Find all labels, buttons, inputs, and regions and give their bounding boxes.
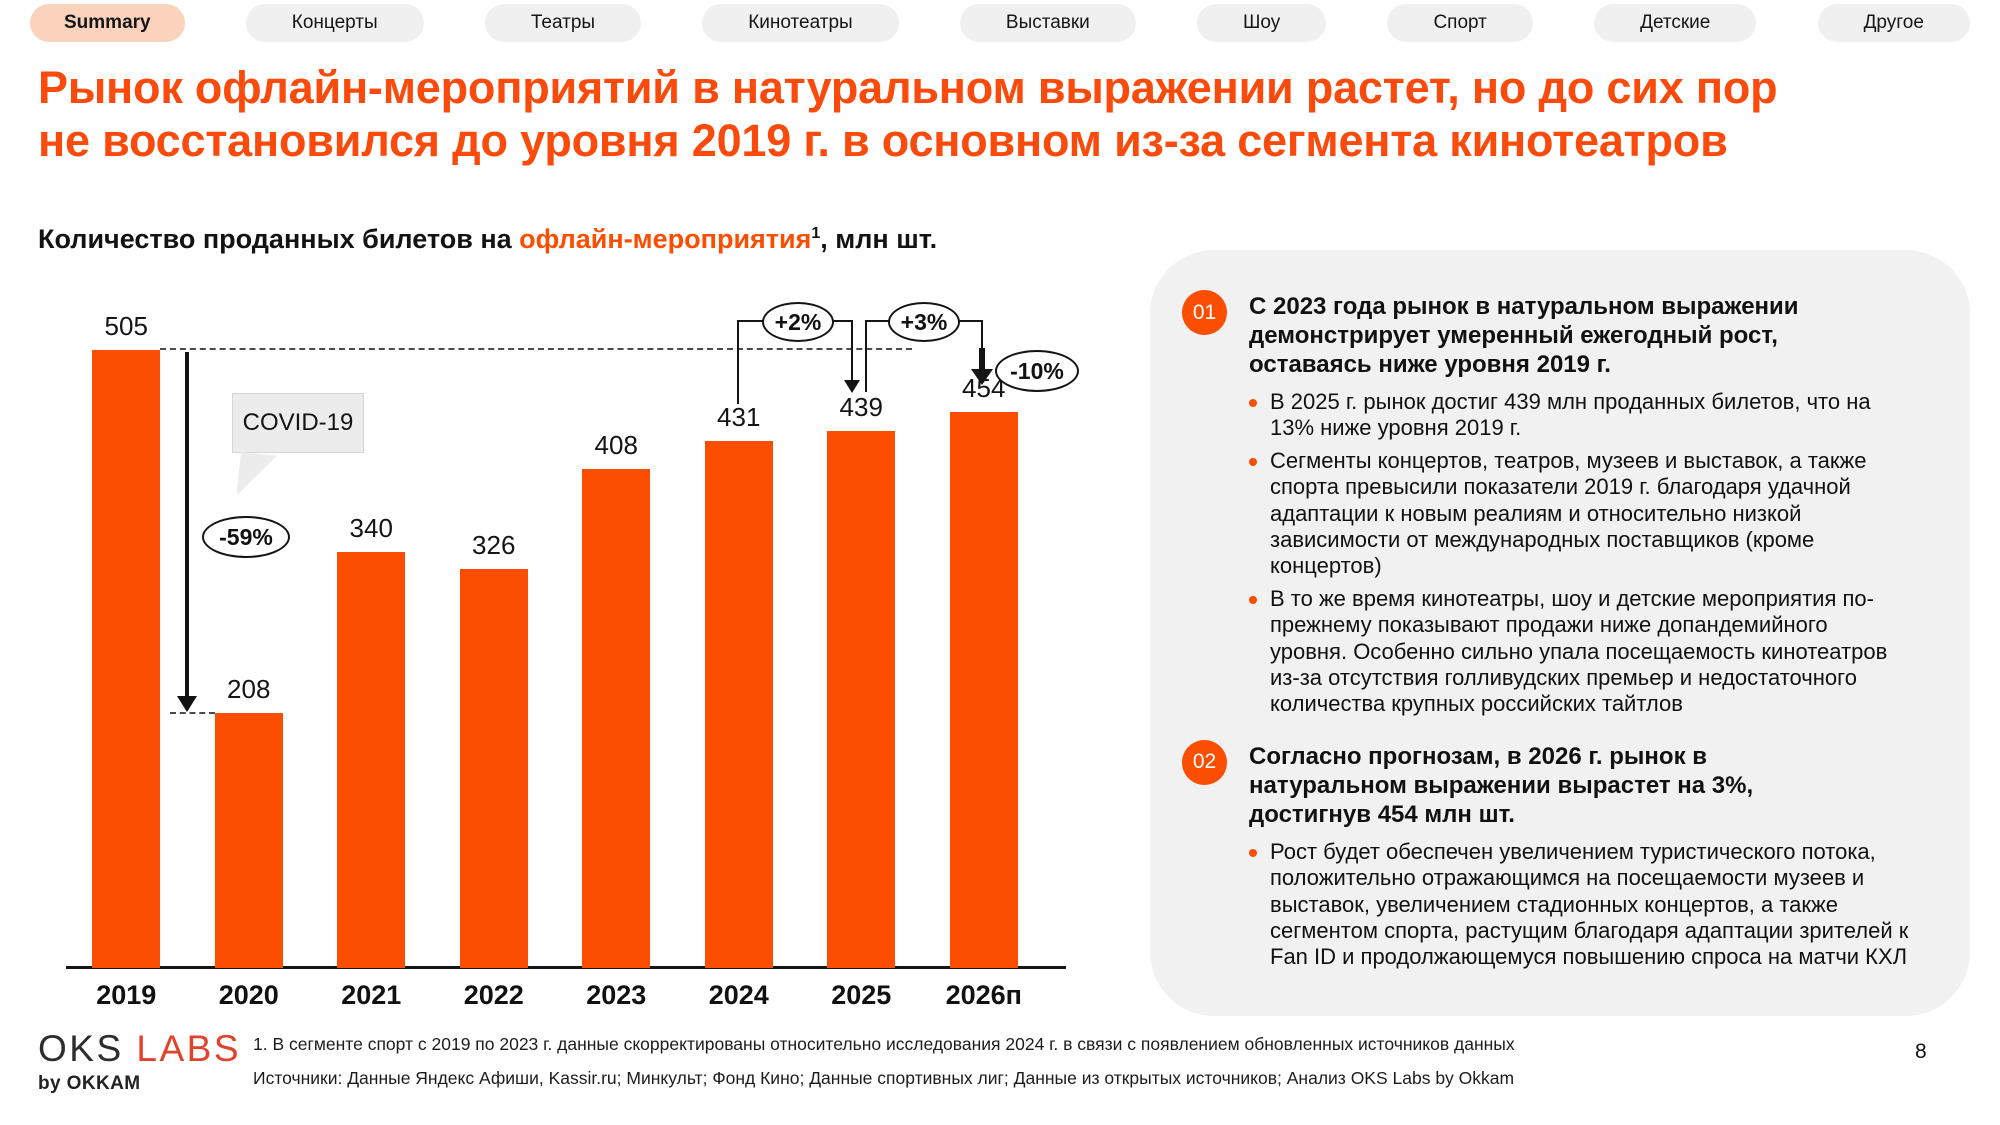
- growth-2025-bracket-left: [737, 320, 739, 404]
- covid-callout: COVID-19: [232, 393, 364, 500]
- growth-2026-bracket-left: [865, 320, 867, 392]
- chart-heading: Количество проданных билетов на офлайн-м…: [38, 224, 937, 255]
- vs-2019-arrow: [971, 348, 993, 385]
- reference-tick-2020-level: [170, 712, 215, 714]
- footnote: 1. В сегменте спорт с 2019 по 2023 г. да…: [253, 1034, 1515, 1054]
- x-axis-label-2025: 2025: [831, 980, 892, 1010]
- bar-2022: [459, 569, 528, 968]
- tab-kids[interactable]: Детские: [1594, 4, 1757, 42]
- chart-heading-highlight: офлайн-мероприятия: [519, 224, 812, 254]
- oks-labs-logo: OKS LABS by OKKAM: [38, 1028, 241, 1095]
- tab-exhibitions[interactable]: Выставки: [959, 4, 1136, 42]
- covid-callout-tail: [236, 452, 277, 500]
- bullet-text: В то же время кинотеатры, шоу и детские …: [1270, 585, 1888, 717]
- page-number: 8: [1915, 1040, 1927, 1063]
- tab-theaters[interactable]: Театры: [484, 4, 642, 42]
- logo-byline: by OKKAM: [38, 1073, 141, 1094]
- bullet-dot: [1249, 457, 1257, 466]
- bar-column-2020: 208: [188, 260, 311, 968]
- tab-concerts[interactable]: Концерты: [245, 4, 424, 42]
- bar-column-2019: 505: [65, 260, 188, 968]
- bullet-text: В 2025 г. рынок достиг 439 млн проданных…: [1270, 389, 1871, 441]
- tab-sport[interactable]: Спорт: [1387, 4, 1533, 42]
- sources-line: Источники: Данные Яндекс Афиши, Kassir.r…: [253, 1068, 1515, 1088]
- insight-02: 02 Согласно прогнозам, в 2026 г. рынок в …: [1182, 736, 1926, 977]
- logo-labs: LABS: [136, 1028, 242, 1069]
- x-axis-label-2022: 2022: [463, 980, 524, 1010]
- bar-2023: [582, 469, 651, 968]
- bar-value-label: 340: [349, 513, 393, 543]
- insight-heading: С 2023 года рынок в натуральном выражени…: [1249, 293, 1799, 379]
- insight-body: С 2023 года рынок в натуральном выражени…: [1249, 286, 1926, 724]
- bullet-text: Рост будет обеспечен увеличением туристи…: [1270, 838, 1909, 970]
- insight-body: Согласно прогнозам, в 2026 г. рынок в на…: [1249, 736, 1926, 977]
- covid-callout-label: COVID-19: [242, 409, 354, 436]
- bar-2021: [337, 552, 406, 968]
- bar-value-label: 505: [104, 311, 148, 341]
- covid-drop-arrow: [177, 352, 197, 712]
- bar-value-label: 326: [472, 530, 516, 560]
- insight-bullet: Сегменты концертов, театров, музеев и вы…: [1249, 448, 1926, 580]
- x-axis-label-2021: 2021: [341, 980, 402, 1010]
- insight-01: 01 С 2023 года рынок в натуральном выраже…: [1182, 286, 1926, 724]
- insight-number-badge: 01: [1182, 290, 1227, 335]
- x-axis-line: [66, 966, 1066, 969]
- tab-shows[interactable]: Шоу: [1196, 4, 1327, 42]
- bar-value-label: 408: [594, 430, 638, 460]
- insight-bullet: В 2025 г. рынок достиг 439 млн проданных…: [1249, 389, 1926, 442]
- bullet-dot: [1249, 399, 1257, 408]
- vs-2019-badge: -10%: [995, 350, 1079, 392]
- x-axis-labels: 2019 2020 2021 2022 2023 2024 2025 2026п: [65, 980, 1045, 1011]
- bar-2020: [214, 713, 283, 968]
- bullet-dot: [1249, 595, 1257, 604]
- bar-value-label: 208: [227, 674, 271, 704]
- tab-other[interactable]: Другое: [1817, 4, 1970, 42]
- insights-panel: 01 С 2023 года рынок в натуральном выраже…: [1150, 250, 1970, 1016]
- page-title: Рынок офлайн-мероприятий в натуральном в…: [38, 62, 1778, 166]
- bar-column-2023: 408: [555, 260, 678, 968]
- growth-2026-bracket-right: [981, 320, 983, 350]
- x-axis-label-2019: 2019: [96, 980, 157, 1010]
- reference-line-2019-level: [160, 348, 912, 350]
- insight-bullet: В то же время кинотеатры, шоу и детские …: [1249, 586, 1926, 718]
- bullet-text: Сегменты концертов, театров, музеев и вы…: [1270, 447, 1867, 579]
- drop-percent-badge: -59%: [202, 516, 290, 558]
- tab-cinemas[interactable]: Кинотеатры: [702, 4, 899, 42]
- chart-heading-footnote-ref: 1: [811, 225, 821, 242]
- bar-2024: [704, 441, 773, 968]
- bar-value-label: 439: [839, 392, 883, 422]
- bar-column-2024: 431: [678, 260, 801, 968]
- bar-column-2025: 439: [800, 260, 923, 968]
- x-axis-label-2026п: 2026п: [945, 980, 1022, 1010]
- insight-number-badge: 02: [1182, 739, 1227, 785]
- bar-2026п: [949, 412, 1018, 968]
- logo-text: OKS LABS: [38, 1028, 241, 1070]
- bar-value-label: 431: [717, 402, 761, 432]
- growth-2025-bracket-arrow: [844, 320, 860, 393]
- bar-column-2022: 326: [433, 260, 556, 968]
- bar-column-2021: 340: [310, 260, 433, 968]
- x-axis-label-2023: 2023: [586, 980, 647, 1010]
- x-axis-label-2020: 2020: [218, 980, 279, 1010]
- bar-2025: [827, 431, 896, 968]
- tab-bar: Summary Концерты Театры Кинотеатры Выставки Ш…: [30, 4, 1970, 42]
- insight-heading: Согласно прогнозам, в 2026 г. рынок в на…: [1249, 742, 1754, 828]
- chart-heading-suffix: , млн шт.: [820, 224, 938, 254]
- insight-bullet: Рост будет обеспечен увеличением туристи…: [1249, 839, 1926, 971]
- growth-2026-badge: +3%: [888, 302, 960, 342]
- chart-heading-prefix: Количество проданных билетов на: [38, 224, 520, 254]
- logo-oks: OKS: [38, 1028, 124, 1069]
- growth-2025-badge: +2%: [762, 302, 834, 342]
- bar-2019: [92, 350, 161, 968]
- bar-chart: COVID-19 -59% +2% +3% -10% 505 208 340 326 4…: [65, 260, 1079, 968]
- tab-summary[interactable]: Summary: [30, 4, 185, 42]
- x-axis-label-2024: 2024: [708, 980, 769, 1010]
- bars-container: 505 208 340 326 408 431 439 454: [65, 260, 1045, 968]
- bullet-dot: [1249, 848, 1257, 857]
